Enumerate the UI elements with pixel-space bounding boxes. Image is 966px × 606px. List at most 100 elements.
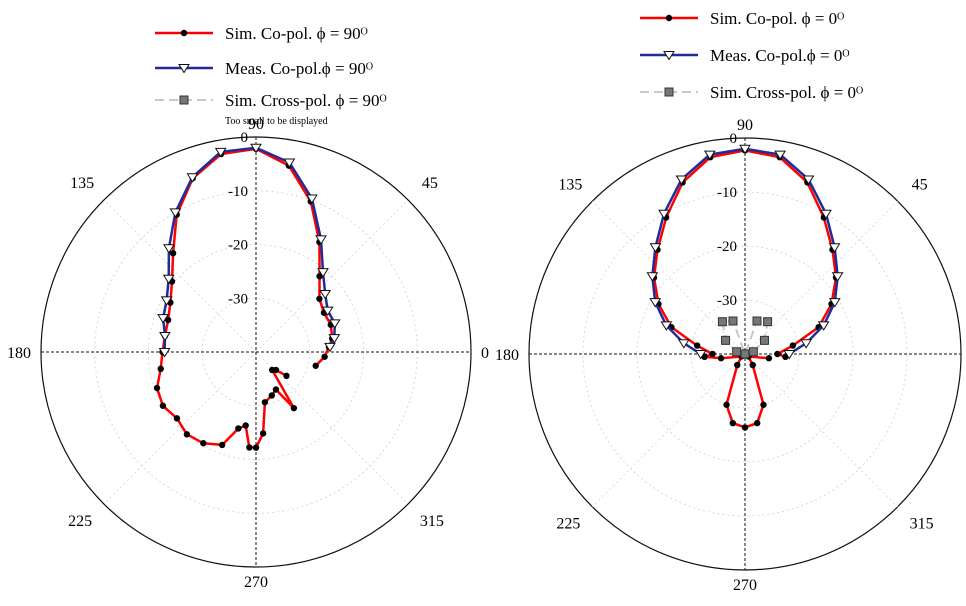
data-point xyxy=(183,431,191,438)
angle-label: 225 xyxy=(68,513,92,530)
data-point xyxy=(694,350,707,360)
data-point xyxy=(158,348,171,358)
data-point xyxy=(734,361,741,369)
radial-tick-label: -30 xyxy=(717,293,737,309)
data-point xyxy=(740,349,750,359)
series-meas xyxy=(646,144,844,360)
data-point xyxy=(169,249,177,257)
data-point xyxy=(321,306,334,317)
legend-swatch-marker xyxy=(664,87,674,97)
data-point xyxy=(817,321,830,331)
data-point xyxy=(324,342,336,353)
angle-label: 90 xyxy=(248,116,264,133)
data-point xyxy=(319,289,332,300)
data-point xyxy=(739,144,751,155)
data-point xyxy=(173,415,181,422)
data-point xyxy=(753,419,761,427)
polar-spoke xyxy=(744,200,899,355)
data-point xyxy=(290,404,298,412)
legend-label: Meas. Co-pol.ϕ = 0ᴼ xyxy=(710,46,849,65)
data-point xyxy=(759,335,769,345)
data-point xyxy=(305,194,318,204)
radial-tick-label: -30 xyxy=(228,291,248,307)
data-point xyxy=(831,272,844,282)
angle-label: 315 xyxy=(910,516,934,533)
data-point xyxy=(828,298,841,308)
data-point xyxy=(321,353,328,360)
data-point xyxy=(660,321,673,331)
data-point xyxy=(649,298,662,308)
legend-swatch-marker xyxy=(665,14,673,22)
polar-spoke xyxy=(591,200,746,355)
data-point xyxy=(242,422,249,429)
legend-swatch-marker xyxy=(663,51,675,61)
data-point xyxy=(235,425,242,432)
radial-tick-label: -10 xyxy=(717,185,737,201)
polar-spoke xyxy=(591,353,746,508)
data-point xyxy=(160,296,173,306)
data-point xyxy=(723,401,730,408)
data-point xyxy=(728,316,738,326)
series-cross xyxy=(717,316,773,359)
series-line xyxy=(161,146,337,353)
legend-swatch-marker xyxy=(179,95,189,105)
data-point xyxy=(250,143,262,154)
data-point xyxy=(800,339,813,349)
data-point xyxy=(752,316,762,326)
data-point xyxy=(789,342,797,349)
data-point xyxy=(169,208,182,218)
data-point xyxy=(649,243,662,253)
data-point xyxy=(693,342,701,349)
angle-label: 135 xyxy=(70,175,94,192)
angle-label: 315 xyxy=(420,513,444,530)
data-point xyxy=(315,235,327,245)
data-point xyxy=(162,274,175,285)
data-point xyxy=(272,366,280,374)
angle-label: 90 xyxy=(737,117,753,134)
data-point xyxy=(317,268,329,278)
data-point xyxy=(749,361,756,369)
data-point xyxy=(741,424,749,431)
data-point xyxy=(200,440,207,447)
data-point xyxy=(186,173,199,183)
data-point xyxy=(157,365,164,373)
series-line xyxy=(721,319,769,357)
data-point xyxy=(316,273,323,280)
polar-spoke xyxy=(255,351,409,505)
angle-label: 270 xyxy=(244,574,268,591)
data-point xyxy=(163,244,175,254)
data-point xyxy=(246,444,253,451)
polar-chart-1: 0 -10 -20 -30 0 45 90 135 180 225 270 315 Sim. Co-po… xyxy=(7,24,489,591)
polar-chart-2: 0 -10 -20 -30 45 90 135 180 225 270 315 Sim. Co-pol… xyxy=(495,9,962,594)
data-point xyxy=(760,401,767,408)
legend-swatch-marker xyxy=(178,64,190,74)
data-point xyxy=(765,355,773,362)
angle-label: 45 xyxy=(912,176,928,193)
data-point xyxy=(717,317,727,327)
angle-label: 135 xyxy=(558,176,582,193)
legend-label: Sim. Cross-pol. ϕ = 0ᴼ xyxy=(710,83,863,102)
data-point xyxy=(283,372,290,380)
data-point xyxy=(261,399,269,406)
chart-note: Too small to be displayed xyxy=(225,116,328,127)
data-point xyxy=(164,316,172,324)
angle-label: 0 xyxy=(481,345,489,362)
polar-spoke xyxy=(255,199,409,353)
data-point xyxy=(774,150,787,161)
angle-label: 180 xyxy=(7,345,31,362)
data-point xyxy=(802,175,815,185)
angle-label: 225 xyxy=(556,516,580,533)
radial-tick-label: 0 xyxy=(241,130,249,146)
data-point xyxy=(218,441,226,449)
data-point xyxy=(252,444,260,451)
polar-spoke xyxy=(744,353,899,508)
data-point xyxy=(272,386,280,393)
data-point xyxy=(703,150,716,161)
data-point xyxy=(316,295,323,302)
data-point xyxy=(312,362,319,369)
legend-swatch-marker xyxy=(180,29,188,37)
data-point xyxy=(646,272,659,282)
data-point xyxy=(748,347,758,357)
data-point xyxy=(283,158,296,168)
